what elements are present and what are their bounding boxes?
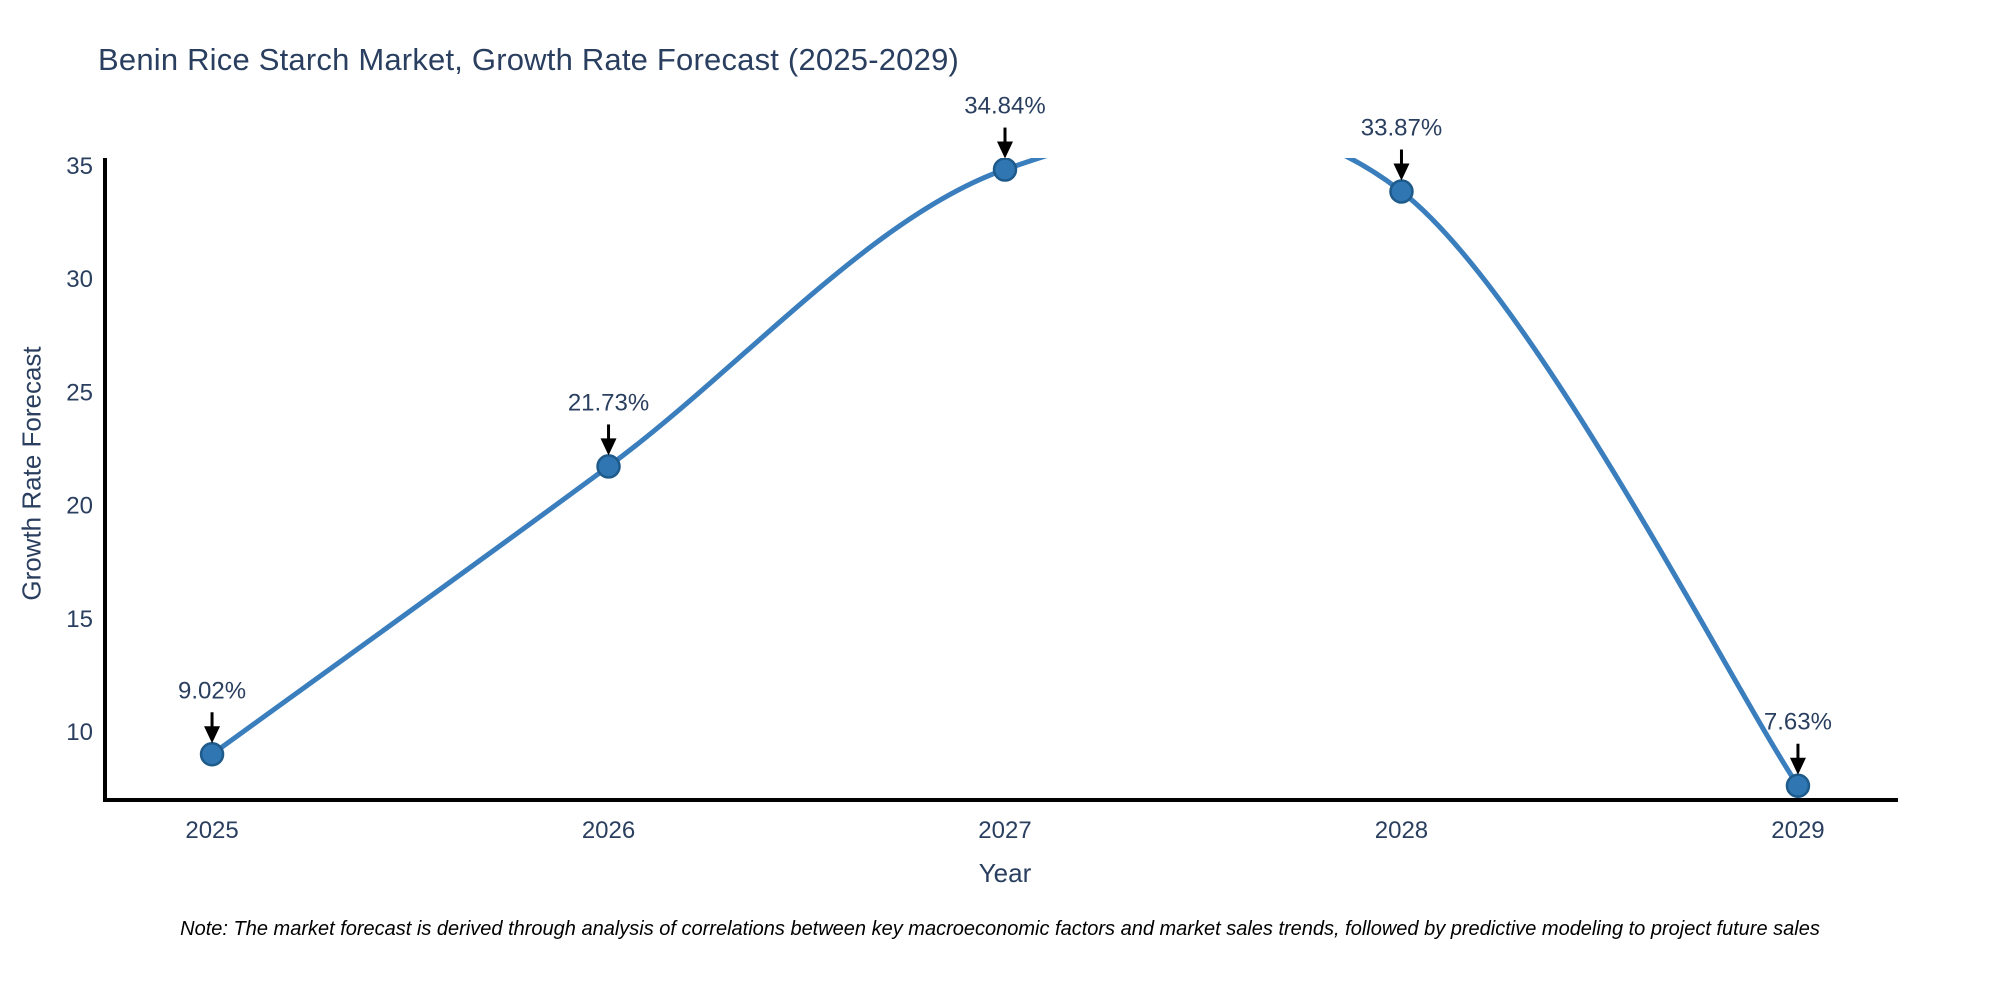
x-tick-label: 2028 (1375, 817, 1428, 844)
annotation-label: 21.73% (568, 389, 649, 416)
annotation: 9.02% (178, 677, 246, 744)
y-tick-label: 10 (66, 719, 93, 746)
annotation: 7.63% (1764, 709, 1832, 775)
annotation-label: 9.02% (178, 677, 246, 704)
annotation-arrowhead (997, 141, 1013, 159)
data-point-marker[interactable] (1785, 773, 1811, 798)
x-tick-label: 2027 (978, 817, 1031, 844)
annotation-label: 7.63% (1764, 709, 1832, 736)
annotation-arrowhead (204, 726, 221, 744)
annotation-label: 34.84% (964, 93, 1045, 120)
annotation-arrowhead (600, 438, 617, 456)
annotation: 34.84% (964, 93, 1046, 159)
x-tick-label: 2026 (582, 817, 635, 844)
y-tick-label: 35 (66, 153, 93, 180)
annotation-label: 33.87% (1361, 115, 1442, 142)
x-axis-title: Year (978, 858, 1032, 888)
y-tick-label: 25 (66, 379, 93, 406)
footnote: Note: The market forecast is derived thr… (180, 918, 1820, 940)
annotation: 21.73% (568, 389, 649, 456)
annotation-arrowhead (1789, 757, 1806, 775)
data-point-marker[interactable] (199, 742, 225, 767)
y-tick-label: 30 (66, 266, 93, 293)
data-point-marker[interactable] (1389, 179, 1414, 204)
y-tick-label: 20 (66, 493, 93, 520)
chart-title: Benin Rice Starch Market, Growth Rate Fo… (98, 42, 960, 77)
y-tick-label: 15 (66, 606, 93, 633)
x-tick-label: 2025 (185, 817, 238, 844)
annotation-arrowhead (1393, 163, 1410, 181)
data-point-marker[interactable] (992, 158, 1018, 182)
x-tick-label: 2029 (1771, 817, 1824, 844)
plot-area[interactable] (105, 158, 1905, 800)
annotation: 33.87% (1361, 115, 1442, 181)
data-point-marker[interactable] (596, 454, 621, 479)
